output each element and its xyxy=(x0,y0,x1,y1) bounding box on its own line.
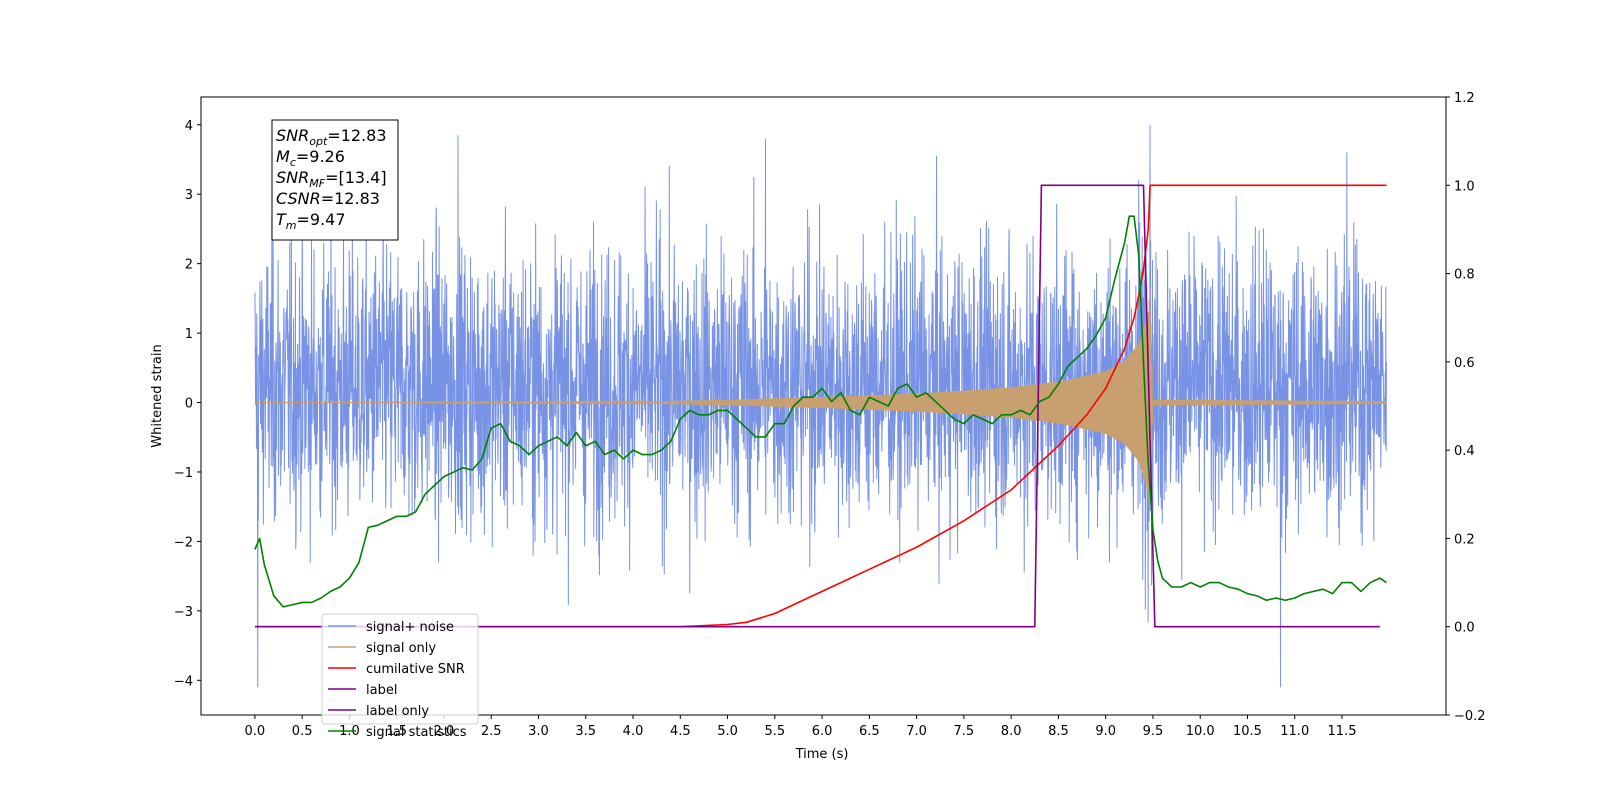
y2-tick-label: 1.2 xyxy=(1454,91,1475,106)
info-box-frame xyxy=(271,119,399,241)
series-line-signal-noise xyxy=(254,124,1387,688)
y-axis-label: Whitened strain xyxy=(150,344,165,447)
y-tick-label: 0 xyxy=(185,397,193,412)
legend-frame xyxy=(321,613,479,725)
legend-label: signal+ noise xyxy=(366,620,454,635)
info-line: SNRMF=[13.4] xyxy=(276,168,387,190)
x-tick-label: 8.5 xyxy=(1048,724,1069,739)
x-tick-label: 9.5 xyxy=(1143,724,1164,739)
y-tick-label: −4 xyxy=(174,674,193,689)
y-axis-right: −0.2 0.0 0.2 0.4 0.6 0.8 1.0 1.2 xyxy=(1446,91,1486,724)
series-line-signal-only xyxy=(254,288,1387,512)
x-tick-label: 0.0 xyxy=(245,724,266,739)
x-tick-label: 7.0 xyxy=(906,724,927,739)
y2-tick-label: 0.0 xyxy=(1454,621,1475,636)
y-tick-label: −2 xyxy=(174,535,193,550)
x-tick-label: 3.5 xyxy=(575,724,596,739)
legend-label: label only xyxy=(366,704,429,719)
x-tick-label: 3.0 xyxy=(528,724,549,739)
axes-frame xyxy=(200,96,1447,716)
info-box: SNRopt=12.83Mc=9.26SNRMF=[13.4]CSNR=12.8… xyxy=(271,119,399,241)
y-tick-label: 1 xyxy=(185,327,193,342)
y-tick-label: 2 xyxy=(185,258,193,273)
series-lines xyxy=(254,184,1387,628)
x-tick-label: 2.0 xyxy=(434,724,455,739)
y-tick-label: −3 xyxy=(174,605,193,620)
legend-label: cumilative SNR xyxy=(366,662,465,677)
y-tick-label: −1 xyxy=(174,466,193,481)
y2-tick-label: 0.8 xyxy=(1454,268,1475,283)
info-line: Tm=9.47 xyxy=(276,210,346,232)
x-axis-label: Time (s) xyxy=(795,747,849,762)
x-tick-label: 10.0 xyxy=(1186,724,1215,739)
x-tick-label: 4.5 xyxy=(670,724,691,739)
x-tick-label: 11.0 xyxy=(1280,724,1309,739)
info-line: CSNR=12.83 xyxy=(276,189,380,208)
plot-area xyxy=(254,124,1387,688)
y2-tick-label: 0.2 xyxy=(1454,532,1475,547)
info-line: SNRopt=12.83 xyxy=(276,126,387,148)
y2-tick-label: 1.0 xyxy=(1454,179,1475,194)
x-tick-label: 1.5 xyxy=(386,724,407,739)
x-tick-label: 10.5 xyxy=(1233,724,1262,739)
y2-tick-label: 0.6 xyxy=(1454,356,1475,371)
y-tick-label: 4 xyxy=(185,119,193,134)
legend: signal+ noise signal only cumilative SNR la… xyxy=(321,613,479,740)
x-tick-label: 9.0 xyxy=(1095,724,1116,739)
y-tick-label: 3 xyxy=(185,188,193,203)
legend-label: label xyxy=(366,683,397,698)
series-line-label xyxy=(254,184,1380,628)
x-tick-label: 5.0 xyxy=(717,724,738,739)
x-tick-label: 6.0 xyxy=(812,724,833,739)
legend-label: signal statistics xyxy=(366,725,467,740)
x-tick-label: 5.5 xyxy=(764,724,785,739)
info-line: Mc=9.26 xyxy=(276,147,345,169)
y2-tick-label: −0.2 xyxy=(1454,709,1486,724)
y2-tick-label: 0.4 xyxy=(1454,444,1475,459)
y-axis-left: −4 −3 −2 −1 0 1 2 3 4 xyxy=(174,119,201,689)
x-axis: 0.0 0.5 1.0 1.5 2.0 2.5 3.0 3.5 4.0 4.5 5.0 5.5 6.0 6… xyxy=(245,715,1357,739)
x-tick-label: 0.5 xyxy=(292,724,313,739)
legend-label: signal only xyxy=(366,641,436,656)
series-signal-noise xyxy=(254,124,1387,688)
x-tick-label: 4.0 xyxy=(623,724,644,739)
series-line-signal-statistics xyxy=(254,215,1387,608)
series-signal-only xyxy=(254,288,1387,512)
x-tick-label: 11.5 xyxy=(1328,724,1357,739)
x-tick-label: 2.5 xyxy=(481,724,502,739)
x-tick-label: 8.0 xyxy=(1001,724,1022,739)
x-tick-label: 7.5 xyxy=(954,724,975,739)
x-tick-label: 6.5 xyxy=(859,724,880,739)
